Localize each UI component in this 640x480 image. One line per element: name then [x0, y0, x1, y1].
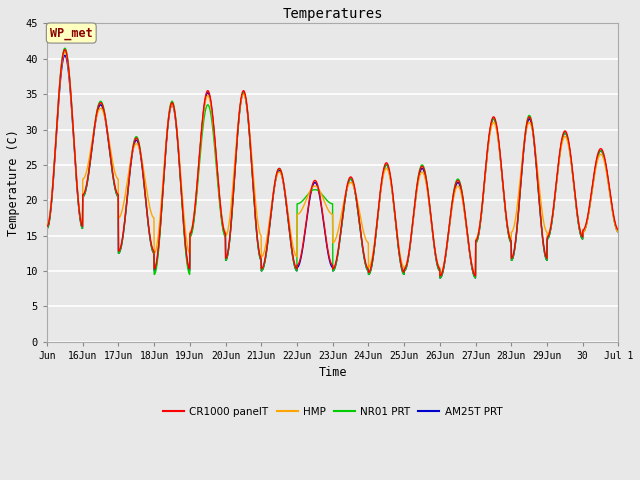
X-axis label: Time: Time [319, 366, 347, 379]
Text: WP_met: WP_met [50, 26, 93, 39]
Y-axis label: Temperature (C): Temperature (C) [7, 129, 20, 236]
Legend: CR1000 panelT, HMP, NR01 PRT, AM25T PRT: CR1000 panelT, HMP, NR01 PRT, AM25T PRT [159, 403, 506, 421]
Title: Temperatures: Temperatures [282, 7, 383, 21]
